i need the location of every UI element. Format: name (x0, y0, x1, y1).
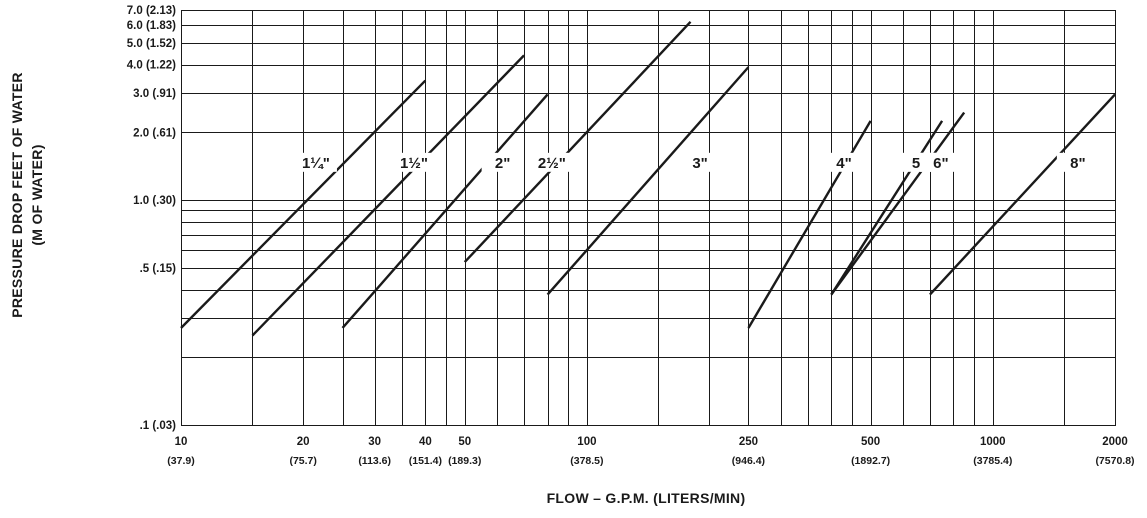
x-tick-label: 1000 (980, 436, 1006, 448)
series-label-bg (679, 152, 722, 172)
x-tick-label: 10 (175, 436, 188, 448)
series-label: 2½" (538, 155, 566, 172)
series-label-bg (393, 152, 436, 172)
series-label-bg (294, 152, 337, 172)
series-label: 3" (692, 155, 707, 172)
x-tick-label: 500 (861, 436, 880, 448)
x-tick-labels: 10 (37.9) 20 (75.7) 30 (113.6) 40 (151.4) 50 (189… (167, 436, 1134, 467)
x-tick-label: 40 (419, 436, 432, 448)
series-lines (180, 21, 1116, 337)
x-tick-label: 2000 (1102, 436, 1128, 448)
series-label-bg (1056, 152, 1099, 172)
y-tick-label: 4.0 (1.22) (127, 60, 176, 72)
x-tick-sublabel: (189.3) (448, 455, 481, 467)
y-tick-label: .1 (.03) (140, 420, 177, 432)
y-tick-labels: .1 (.03) .5 (.15) 1.0 (.30) 2.0 (.61) 3.0 (.… (127, 5, 176, 432)
series-label-bg (481, 152, 524, 172)
series-label-bg (919, 152, 962, 172)
y-tick-label: .5 (.15) (140, 263, 177, 275)
y-tick-label: 5.0 (1.52) (127, 38, 176, 50)
plot-frame (181, 10, 1116, 426)
y-tick-label: 1.0 (.30) (133, 195, 176, 207)
series-label: 6" (933, 155, 948, 172)
x-axis-title: FLOW – G.P.M. (LITERS/MIN) (547, 490, 746, 506)
x-tick-sublabel: (75.7) (289, 455, 316, 467)
series-label: 2" (495, 155, 510, 172)
series-line (180, 79, 427, 329)
x-tick-sublabel: (3785.4) (973, 455, 1012, 467)
series-line (830, 120, 944, 296)
series-labels: 1¼" 1½" 2" 2½" 3" 4" 5" 6" 8" (294, 152, 1099, 172)
x-tick-sublabel: (113.6) (358, 455, 391, 467)
gridlines (181, 10, 1116, 425)
series-line (546, 66, 750, 296)
y-tick-label: 2.0 (.61) (133, 127, 176, 139)
x-tick-sublabel: (1892.7) (851, 455, 890, 467)
y-tick-label: 3.0 (.91) (133, 88, 176, 100)
x-tick-sublabel: (7570.8) (1095, 455, 1134, 467)
y-tick-label: 7.0 (2.13) (127, 5, 176, 17)
series-line (251, 54, 525, 337)
x-tick-label: 250 (739, 436, 758, 448)
y-tick-label: 6.0 (1.83) (127, 20, 176, 32)
series-label: 1½" (400, 155, 428, 172)
series-line (929, 93, 1116, 296)
series-label: 8" (1070, 155, 1085, 172)
series-line (463, 21, 692, 263)
x-tick-sublabel: (946.4) (732, 455, 765, 467)
x-tick-label: 50 (458, 436, 471, 448)
series-line (341, 93, 549, 329)
series-label-bg (530, 152, 573, 172)
y-axis-title-line1: PRESSURE DROP FEET OF WATER (9, 72, 25, 318)
x-tick-label: 100 (577, 436, 596, 448)
series-label: 1¼" (302, 155, 330, 172)
x-tick-sublabel: (151.4) (409, 455, 442, 467)
series-label: 4" (836, 155, 851, 172)
series-line (830, 111, 966, 296)
series-label-bg (823, 152, 866, 172)
y-axis-title-line2: (M OF WATER) (29, 144, 45, 245)
x-tick-label: 20 (297, 436, 310, 448)
x-tick-label: 30 (368, 436, 381, 448)
x-tick-sublabel: (37.9) (167, 455, 194, 467)
x-tick-sublabel: (378.5) (570, 455, 603, 467)
